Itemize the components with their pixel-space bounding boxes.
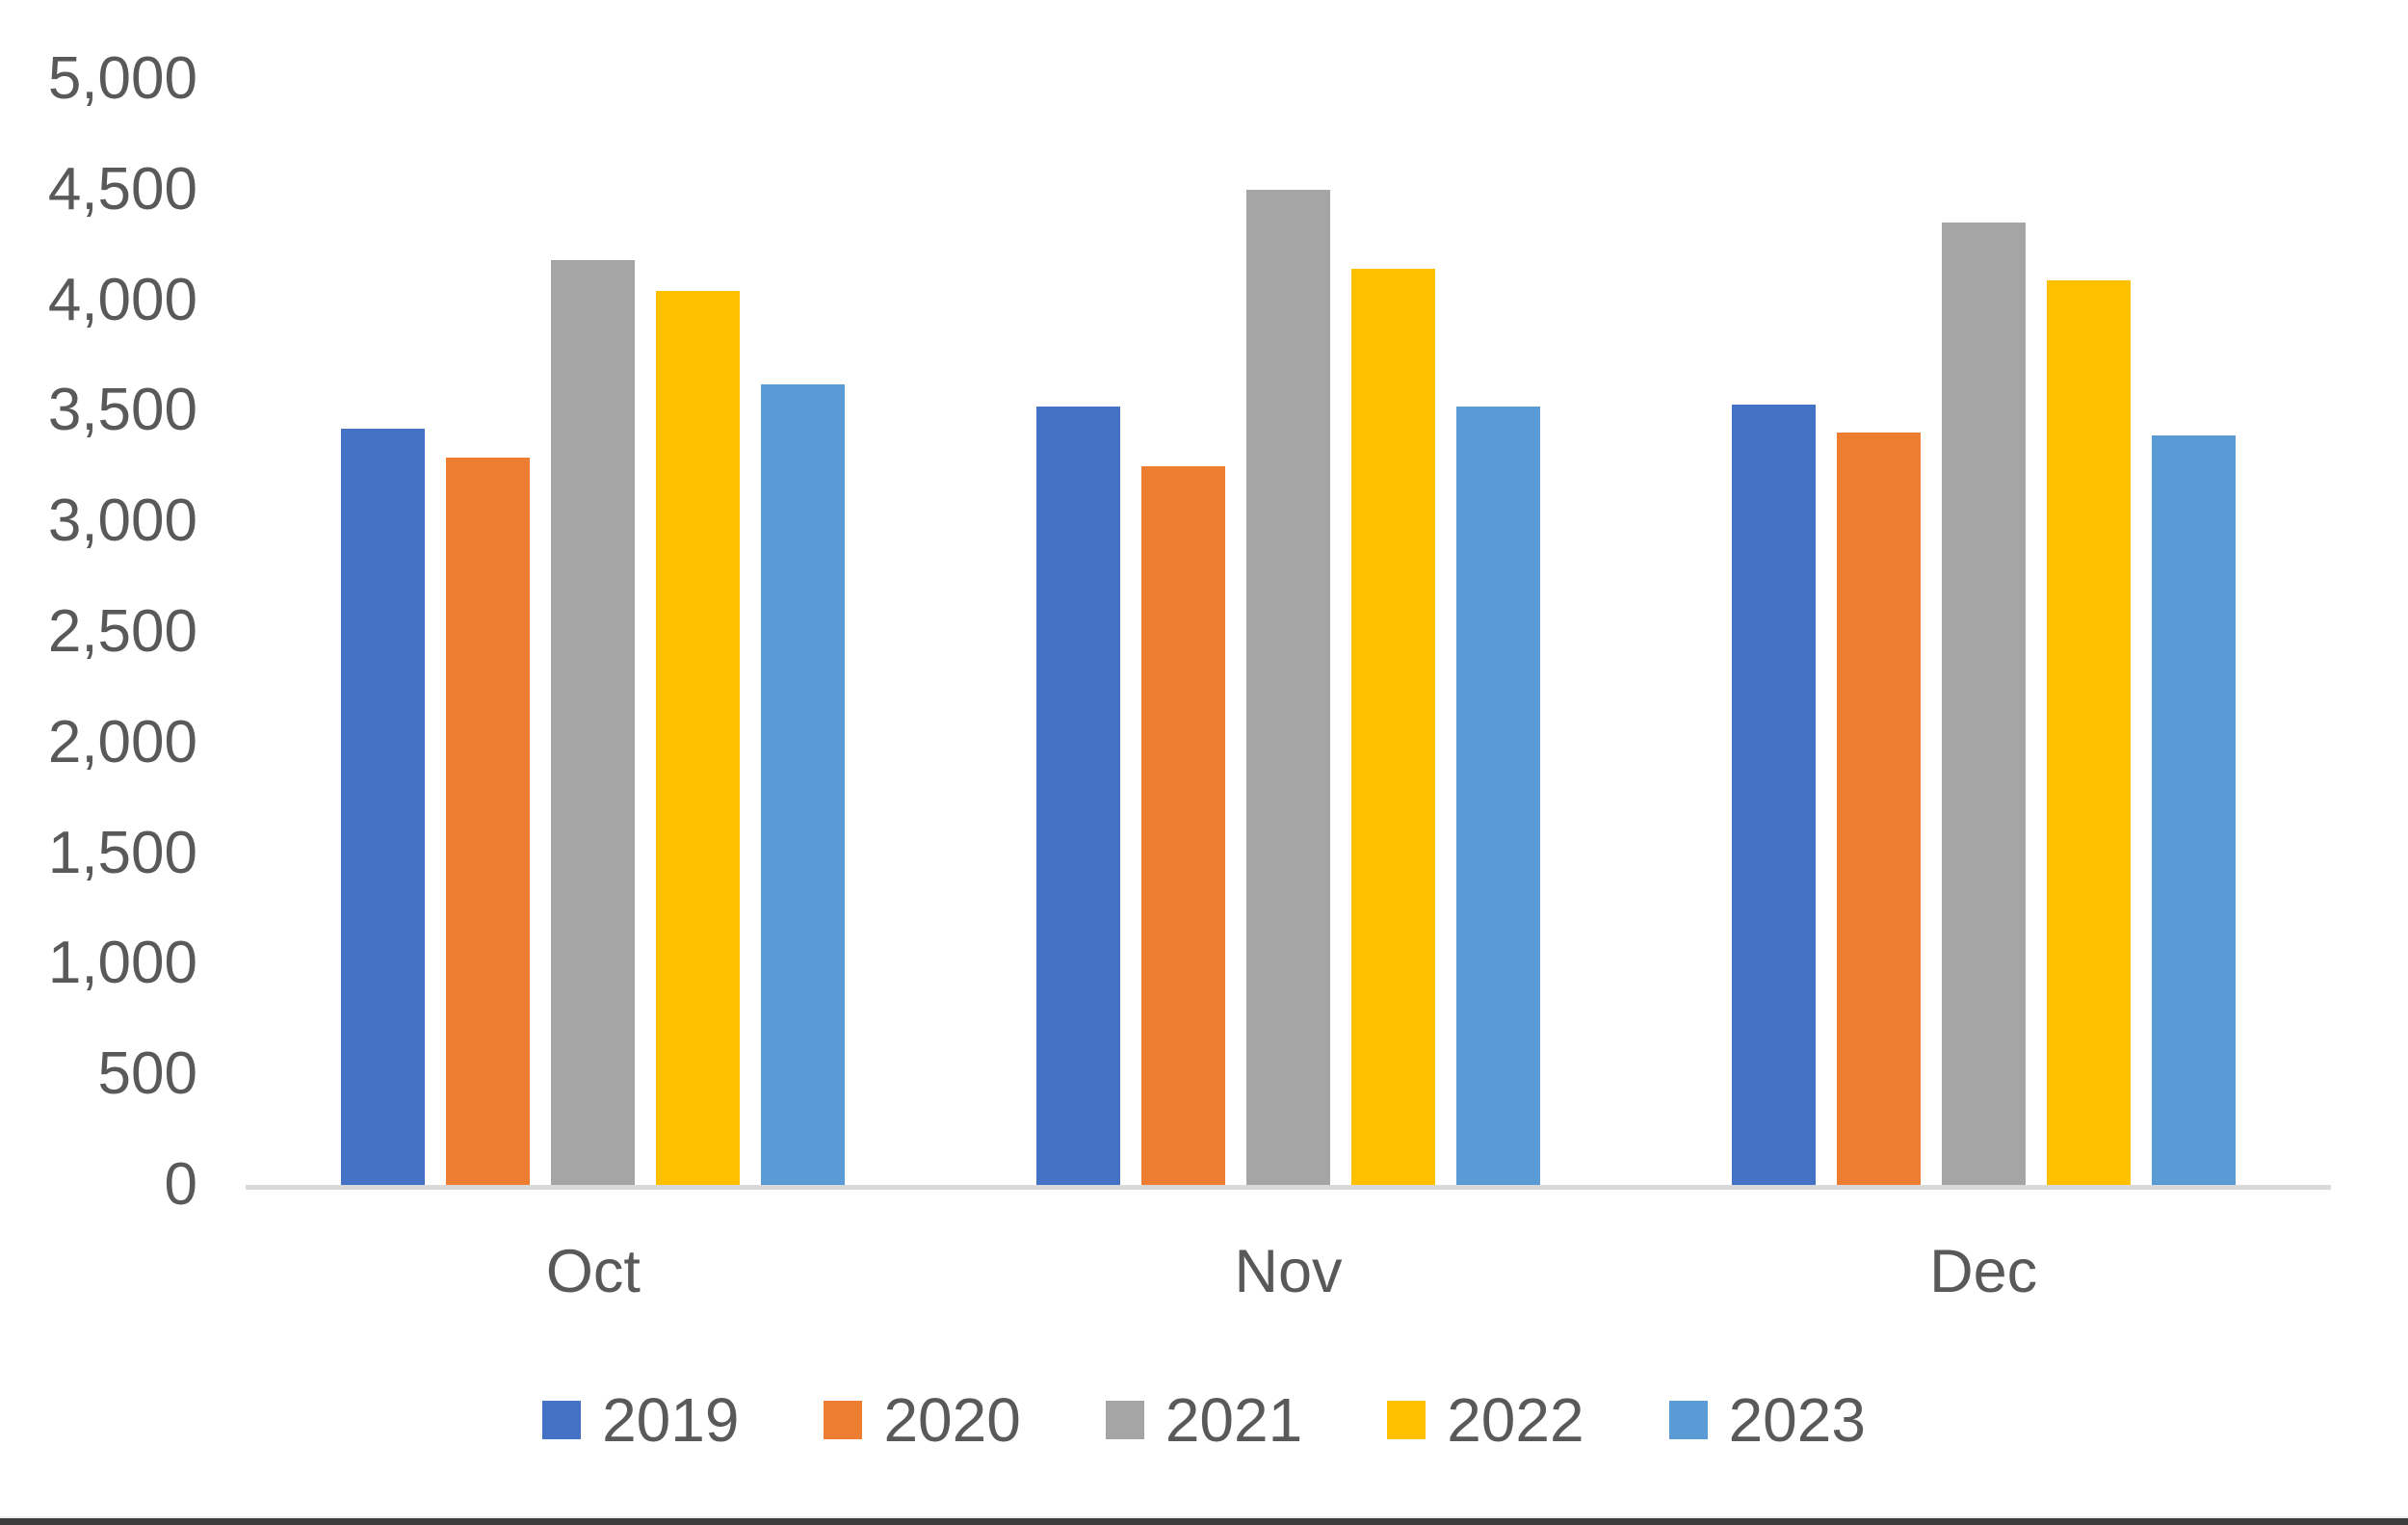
bar-2023-nov: [1455, 406, 1540, 1185]
legend-label: 2021: [1165, 1385, 1303, 1455]
bar-2022-nov: [1350, 269, 1435, 1185]
legend-label: 2023: [1728, 1385, 1866, 1455]
bar-2020-nov: [1140, 465, 1225, 1185]
legend-item-2021: 2021: [1105, 1384, 1303, 1456]
legend-swatch-icon: [824, 1401, 863, 1439]
y-axis-tick-label: 3,000: [47, 487, 197, 555]
y-axis-tick-label: 5,000: [47, 45, 197, 112]
legend-item-2019: 2019: [542, 1384, 739, 1456]
plot-area: 0 500 1,000 1,500 2,000 2,500 3,000 3,500 4,000 4…: [47, 45, 2331, 1305]
x-axis-line: [246, 1185, 2331, 1190]
legend-swatch-icon: [1105, 1401, 1144, 1439]
bar-group-dec: [1636, 79, 2331, 1185]
bar-2019-oct: [341, 428, 426, 1185]
legend-item-2022: 2022: [1387, 1384, 1584, 1456]
window-bottom-hairline: [0, 1516, 2408, 1518]
x-axis-category-label: Nov: [1234, 1238, 1343, 1305]
y-axis-tick-label: 3,500: [47, 377, 197, 444]
bar-group-nov: [941, 79, 1636, 1185]
x-axis-category-label: Oct: [545, 1238, 641, 1305]
legend-swatch-icon: [1387, 1401, 1426, 1439]
bar-2023-oct: [761, 383, 846, 1185]
legend-label: 2022: [1447, 1385, 1584, 1455]
bar-2022-oct: [656, 291, 741, 1185]
y-axis-tick-label: 0: [164, 1151, 197, 1218]
bar-2020-dec: [1836, 433, 1921, 1185]
x-axis-category-label: Dec: [1929, 1238, 2038, 1305]
y-axis-tick-label: 1,500: [47, 819, 197, 886]
bar-2021-dec: [1941, 223, 2026, 1185]
legend-item-2023: 2023: [1668, 1384, 1866, 1456]
bar-2019-nov: [1035, 406, 1120, 1185]
legend-swatch-icon: [1668, 1401, 1708, 1439]
bar-2019-dec: [1731, 404, 1816, 1185]
window-bottom-border: [0, 1518, 2408, 1525]
legend-label: 2019: [602, 1385, 740, 1455]
bar-2020-oct: [446, 457, 531, 1185]
bar-2021-nov: [1245, 189, 1330, 1185]
bar-2022-dec: [2046, 279, 2131, 1185]
chart-legend: 2019 2020 2021 2022 2023: [0, 1385, 2408, 1455]
y-axis-tick-label: 4,500: [47, 155, 197, 223]
bar-group-oct: [246, 79, 941, 1185]
bar-2023-dec: [2151, 434, 2236, 1185]
y-axis-tick-label: 2,000: [47, 708, 197, 776]
y-axis-tick-label: 2,500: [47, 598, 197, 665]
legend-item-2020: 2020: [824, 1384, 1021, 1456]
legend-label: 2020: [883, 1385, 1021, 1455]
y-axis-tick-label: 1,000: [47, 930, 197, 997]
y-axis-tick-label: 4,000: [47, 266, 197, 333]
bar-2021-oct: [551, 260, 636, 1185]
y-axis-tick-label: 500: [97, 1040, 197, 1108]
legend-swatch-icon: [542, 1401, 582, 1439]
